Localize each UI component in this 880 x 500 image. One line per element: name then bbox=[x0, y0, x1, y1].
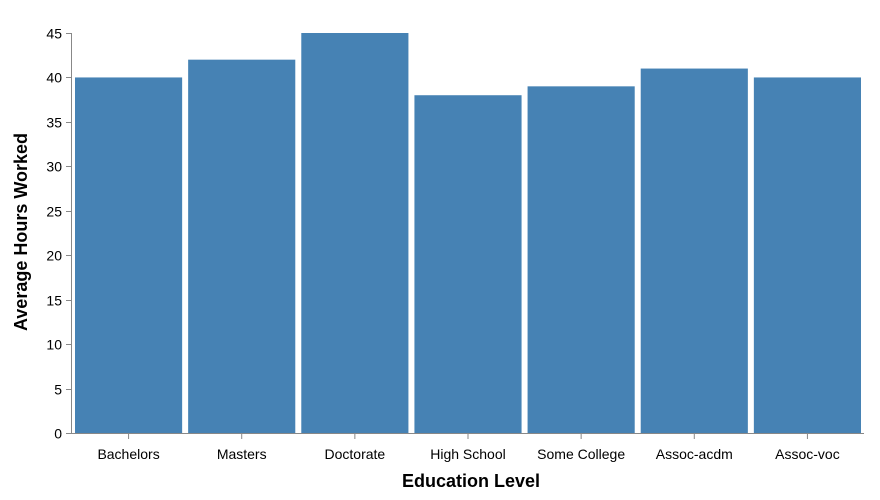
y-tick-label: 15 bbox=[46, 293, 62, 309]
y-tick-label: 35 bbox=[46, 115, 62, 131]
bar-some-college bbox=[527, 86, 635, 433]
y-tick-label: 45 bbox=[46, 26, 62, 42]
bar-doctorate bbox=[301, 33, 409, 433]
bar-masters bbox=[188, 59, 296, 434]
bar-assoc-voc bbox=[753, 77, 861, 433]
y-axis-title: Average Hours Worked bbox=[11, 133, 31, 331]
x-tick-label: Some College bbox=[537, 446, 625, 462]
x-tick-label: Bachelors bbox=[97, 446, 159, 462]
y-tick-label: 20 bbox=[46, 248, 62, 264]
y-tick-label: 40 bbox=[46, 70, 62, 86]
bars bbox=[75, 33, 861, 434]
x-tick-label: Masters bbox=[217, 446, 267, 462]
x-axis-title: Education Level bbox=[402, 471, 540, 491]
y-tick-label: 25 bbox=[46, 204, 62, 220]
x-tick-label: Doctorate bbox=[325, 446, 386, 462]
y-axis: 0 5 10 15 20 25 30 35 40 45 bbox=[46, 26, 72, 442]
bar-assoc-acdm bbox=[640, 68, 748, 434]
y-tick-label: 10 bbox=[46, 337, 62, 353]
x-tick-label: Assoc-acdm bbox=[656, 446, 733, 462]
y-tick-label: 0 bbox=[54, 426, 62, 442]
x-tick-label: High School bbox=[430, 446, 506, 462]
y-tick-label: 30 bbox=[46, 159, 62, 175]
x-axis: Bachelors Masters Doctorate High School Some… bbox=[72, 433, 864, 462]
y-tick-label: 5 bbox=[54, 382, 62, 398]
x-tick-label: Assoc-voc bbox=[775, 446, 840, 462]
bar-bachelors bbox=[75, 77, 183, 433]
bar-high-school bbox=[414, 95, 522, 433]
